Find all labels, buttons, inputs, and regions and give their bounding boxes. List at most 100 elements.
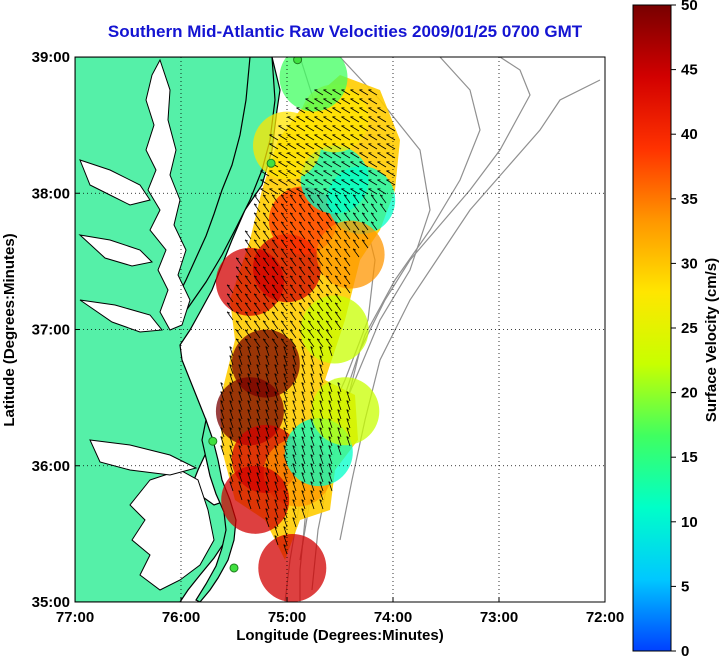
current-vector xyxy=(370,194,378,204)
current-vector xyxy=(350,179,360,186)
current-vector xyxy=(256,463,261,474)
current-vector xyxy=(328,427,333,438)
current-vector xyxy=(386,134,396,141)
current-vector xyxy=(310,346,315,357)
current-vector xyxy=(386,152,396,159)
current-vector xyxy=(350,170,360,177)
current-vector-head xyxy=(256,499,260,502)
current-vector-head xyxy=(271,329,276,332)
current-vector-head xyxy=(247,355,251,358)
chesapeake-bay xyxy=(78,58,215,591)
current-vector xyxy=(359,125,369,132)
current-vector xyxy=(334,266,342,276)
current-vector-head xyxy=(298,329,303,332)
current-vector-head xyxy=(271,284,276,287)
current-vector xyxy=(334,302,342,312)
current-vector xyxy=(220,400,225,411)
current-vector xyxy=(314,125,324,132)
current-vector xyxy=(310,499,315,510)
current-vector-head xyxy=(271,257,276,260)
colorbar-tick-label: 40 xyxy=(681,126,698,143)
current-vector xyxy=(244,311,252,321)
current-vector-head xyxy=(319,490,323,493)
current-vector xyxy=(271,221,279,231)
current-vector xyxy=(337,400,342,411)
current-vector-head xyxy=(229,373,233,376)
current-vector xyxy=(377,134,387,141)
current-vector xyxy=(265,508,270,519)
current-vector xyxy=(314,98,324,105)
current-vector xyxy=(262,338,270,348)
current-vector-head xyxy=(352,212,357,215)
colorbar-tick-label: 50 xyxy=(681,0,698,14)
current-vector xyxy=(292,454,297,465)
current-vector xyxy=(298,239,306,249)
current-vector xyxy=(298,194,306,204)
current-vector-head xyxy=(280,257,285,260)
current-vector-head xyxy=(292,445,296,448)
current-vector xyxy=(289,275,297,285)
current-vector xyxy=(314,152,324,159)
current-vector xyxy=(386,179,396,186)
current-vector-head xyxy=(265,427,269,430)
current-vector xyxy=(352,194,360,204)
current-vector-head xyxy=(289,275,294,278)
current-vector xyxy=(247,391,252,402)
current-vector xyxy=(298,329,306,339)
current-vector xyxy=(361,194,369,204)
current-vector-head xyxy=(325,275,330,278)
current-vector-head xyxy=(319,346,323,349)
current-vector-head xyxy=(370,203,375,206)
current-vector-head xyxy=(334,230,339,233)
current-vector-head xyxy=(334,212,339,215)
current-vector xyxy=(361,230,369,240)
current-vector xyxy=(319,472,324,483)
current-vector-head xyxy=(301,463,305,466)
current-vector-head xyxy=(274,418,278,421)
current-vector xyxy=(235,338,243,348)
current-vector xyxy=(334,212,342,222)
current-vector xyxy=(368,179,378,186)
current-vector-head xyxy=(370,221,375,224)
current-vector xyxy=(229,463,234,474)
current-vector xyxy=(269,134,279,141)
current-vector-head xyxy=(253,275,258,278)
current-vector-head xyxy=(283,373,287,376)
current-vector xyxy=(386,170,396,177)
current-vector-head xyxy=(316,230,321,233)
current-vector xyxy=(244,239,252,249)
current-vector-head xyxy=(262,257,267,260)
current-vector xyxy=(341,134,351,141)
current-vector xyxy=(238,382,243,393)
current-vector xyxy=(323,170,333,177)
current-vector-head xyxy=(328,427,332,430)
current-vector-head xyxy=(247,373,251,376)
current-vector-head xyxy=(274,472,278,475)
current-vector xyxy=(265,490,270,501)
current-vector xyxy=(325,212,333,222)
current-vector-head xyxy=(289,257,294,260)
colorbar-tick-label: 20 xyxy=(681,385,698,402)
radar-site-marker xyxy=(293,57,303,65)
current-vector xyxy=(323,188,333,195)
current-vector xyxy=(292,391,297,402)
current-vector-head xyxy=(235,302,240,305)
current-vector xyxy=(319,400,324,411)
current-vector xyxy=(368,134,378,141)
current-vector-head xyxy=(289,338,294,341)
current-vector xyxy=(278,161,288,168)
current-vector xyxy=(283,454,288,465)
current-vector xyxy=(310,454,315,465)
current-vector-head xyxy=(307,284,312,287)
current-vector xyxy=(292,490,297,501)
current-vector-head xyxy=(256,382,260,385)
current-vector xyxy=(314,134,324,141)
current-vector xyxy=(307,338,315,348)
current-vector-head xyxy=(256,427,260,430)
current-vector-head xyxy=(346,400,350,403)
current-vector-head xyxy=(262,302,267,305)
current-vector-head xyxy=(343,275,348,278)
current-vector-head xyxy=(274,346,278,349)
current-vector-head xyxy=(229,445,233,448)
current-vector-head xyxy=(310,454,314,457)
